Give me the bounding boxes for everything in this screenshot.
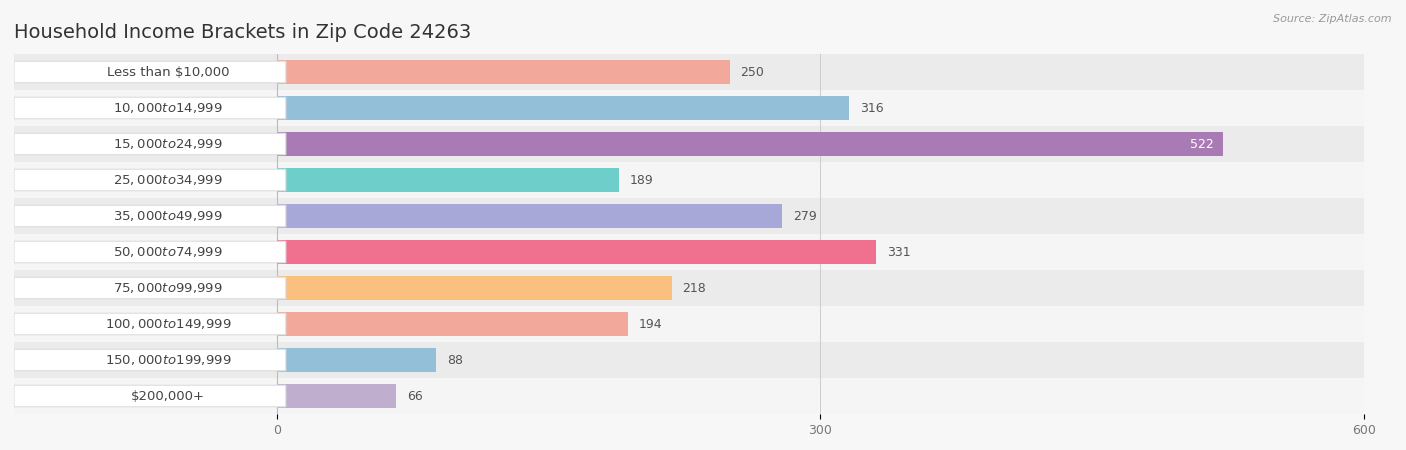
Text: $75,000 to $99,999: $75,000 to $99,999 xyxy=(114,281,224,295)
FancyBboxPatch shape xyxy=(14,61,285,83)
Bar xyxy=(277,96,849,120)
Text: 522: 522 xyxy=(1189,138,1213,150)
Bar xyxy=(277,276,672,300)
FancyBboxPatch shape xyxy=(14,313,285,335)
Bar xyxy=(14,342,1364,378)
Text: $100,000 to $149,999: $100,000 to $149,999 xyxy=(105,317,232,331)
Text: 331: 331 xyxy=(887,246,911,258)
FancyBboxPatch shape xyxy=(14,385,285,407)
Bar xyxy=(277,348,436,372)
FancyBboxPatch shape xyxy=(14,277,285,299)
Bar xyxy=(277,312,628,336)
Bar xyxy=(277,60,730,84)
Bar xyxy=(14,162,1364,198)
Text: Source: ZipAtlas.com: Source: ZipAtlas.com xyxy=(1274,14,1392,23)
Text: $200,000+: $200,000+ xyxy=(131,390,205,402)
Bar xyxy=(14,234,1364,270)
Bar xyxy=(14,270,1364,306)
Bar xyxy=(14,126,1364,162)
Bar xyxy=(14,306,1364,342)
FancyBboxPatch shape xyxy=(14,349,285,371)
Bar xyxy=(14,378,1364,414)
Bar xyxy=(14,54,1364,90)
Text: 189: 189 xyxy=(630,174,654,186)
Bar xyxy=(14,90,1364,126)
Text: $10,000 to $14,999: $10,000 to $14,999 xyxy=(114,101,224,115)
Bar xyxy=(277,384,396,408)
FancyBboxPatch shape xyxy=(14,97,285,119)
Bar xyxy=(14,198,1364,234)
Bar xyxy=(277,132,1222,156)
Text: $150,000 to $199,999: $150,000 to $199,999 xyxy=(105,353,232,367)
FancyBboxPatch shape xyxy=(14,241,285,263)
FancyBboxPatch shape xyxy=(14,205,285,227)
Text: Less than $10,000: Less than $10,000 xyxy=(107,66,229,78)
Text: $25,000 to $34,999: $25,000 to $34,999 xyxy=(114,173,224,187)
Text: 279: 279 xyxy=(793,210,817,222)
Bar xyxy=(277,204,782,228)
FancyBboxPatch shape xyxy=(14,169,285,191)
Text: 250: 250 xyxy=(741,66,765,78)
Text: 194: 194 xyxy=(640,318,662,330)
Bar xyxy=(277,168,619,192)
Text: 316: 316 xyxy=(860,102,884,114)
Text: $50,000 to $74,999: $50,000 to $74,999 xyxy=(114,245,224,259)
Text: $35,000 to $49,999: $35,000 to $49,999 xyxy=(114,209,224,223)
Text: 66: 66 xyxy=(408,390,423,402)
Text: 88: 88 xyxy=(447,354,463,366)
FancyBboxPatch shape xyxy=(14,133,285,155)
Text: $15,000 to $24,999: $15,000 to $24,999 xyxy=(114,137,224,151)
Bar xyxy=(277,240,876,264)
Text: 218: 218 xyxy=(682,282,706,294)
Text: Household Income Brackets in Zip Code 24263: Household Income Brackets in Zip Code 24… xyxy=(14,22,471,41)
